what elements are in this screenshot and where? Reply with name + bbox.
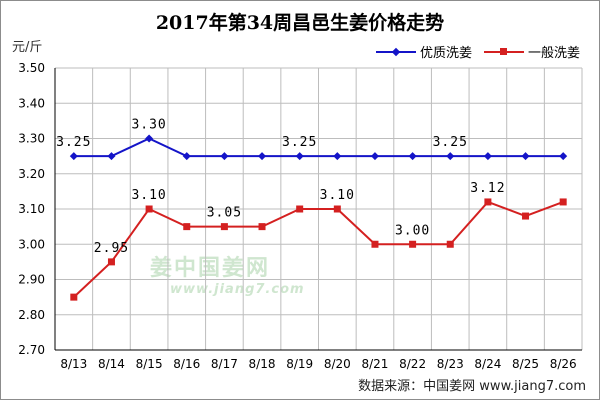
chart-title: 2017年第34周昌邑生姜价格走势 <box>155 12 445 34</box>
data-point-general <box>107 258 115 266</box>
legend-label-premium: 优质洗姜 <box>419 46 472 61</box>
y-axis-unit-label: 元/斤 <box>12 40 43 55</box>
x-tick-label: 8/16 <box>173 357 200 371</box>
data-point-general <box>296 205 304 213</box>
data-point-premium <box>258 152 267 161</box>
data-point-premium <box>69 152 78 161</box>
y-tick-label: 2.90 <box>18 273 45 287</box>
data-point-general <box>333 205 341 213</box>
data-point-premium <box>107 152 116 161</box>
legend-item-general: 一般洗姜 <box>483 42 580 61</box>
y-tick-label: 3.50 <box>18 61 45 75</box>
data-point-premium <box>295 152 304 161</box>
data-point-general <box>183 223 191 231</box>
source-note: 数据来源：中国姜网 www.jiang7.com <box>358 379 586 394</box>
data-label-general: 2.95 <box>94 241 129 256</box>
data-point-premium <box>559 152 568 161</box>
data-point-general <box>258 223 266 231</box>
chart-legend: 优质洗姜 一般洗姜 <box>364 42 580 61</box>
legend-label-general: 一般洗姜 <box>527 46 580 61</box>
data-point-premium <box>446 152 455 161</box>
data-point-premium <box>182 152 191 161</box>
x-tick-label: 8/25 <box>512 357 539 371</box>
data-point-general <box>371 240 379 248</box>
x-tick-label: 8/20 <box>324 357 351 371</box>
data-label-premium: 3.25 <box>56 135 91 150</box>
y-tick-label: 2.70 <box>18 343 45 357</box>
legend-swatch-general <box>483 47 524 57</box>
data-point-general <box>559 198 567 206</box>
x-tick-label: 8/24 <box>474 357 501 371</box>
y-tick-label: 3.00 <box>18 237 45 251</box>
data-point-premium <box>483 152 492 161</box>
x-tick-label: 8/18 <box>249 357 276 371</box>
data-point-general <box>484 198 492 206</box>
data-label-general: 3.10 <box>320 188 355 203</box>
watermark-logo-text: 姜中国姜网 <box>150 256 271 281</box>
series-line-premium <box>73 137 564 158</box>
x-tick-label: 8/26 <box>550 357 577 371</box>
data-point-premium <box>370 152 379 161</box>
data-label-general: 3.12 <box>470 181 505 196</box>
legend-item-premium: 优质洗姜 <box>375 42 472 61</box>
legend-swatch-premium <box>375 47 416 57</box>
x-tick-label: 8/21 <box>361 357 388 371</box>
data-point-premium <box>408 152 417 161</box>
x-tick-label: 8/17 <box>211 357 238 371</box>
y-tick-label: 3.40 <box>18 96 45 110</box>
data-label-premium: 3.25 <box>282 135 317 150</box>
x-tick-label: 8/15 <box>136 357 163 371</box>
y-tick-label: 2.80 <box>18 308 45 322</box>
y-tick-label: 3.10 <box>18 202 45 216</box>
data-point-general <box>522 212 530 220</box>
data-point-general <box>70 293 78 301</box>
data-label-general: 3.05 <box>207 206 242 221</box>
data-point-premium <box>521 152 530 161</box>
data-point-premium <box>333 152 342 161</box>
data-label-premium: 3.30 <box>131 118 166 133</box>
x-tick-label: 8/19 <box>286 357 313 371</box>
x-tick-label: 8/14 <box>98 357 125 371</box>
data-label-premium: 3.25 <box>433 135 468 150</box>
data-point-premium <box>220 152 229 161</box>
data-label-general: 3.00 <box>395 223 430 238</box>
y-tick-label: 3.30 <box>18 132 45 146</box>
data-point-general <box>220 223 228 231</box>
watermark-url-text: www.jiang7.com <box>170 282 305 297</box>
data-point-premium <box>145 134 154 143</box>
data-point-general <box>446 240 454 248</box>
x-tick-label: 8/13 <box>60 357 87 371</box>
x-tick-label: 8/22 <box>399 357 426 371</box>
watermark: 姜中国姜网 www.jiang7.com <box>150 250 370 297</box>
data-point-general <box>409 240 417 248</box>
x-tick-label: 8/23 <box>437 357 464 371</box>
data-label-general: 3.10 <box>131 188 166 203</box>
data-point-general <box>145 205 153 213</box>
series-line-general <box>73 200 564 298</box>
y-tick-label: 3.20 <box>18 167 45 181</box>
